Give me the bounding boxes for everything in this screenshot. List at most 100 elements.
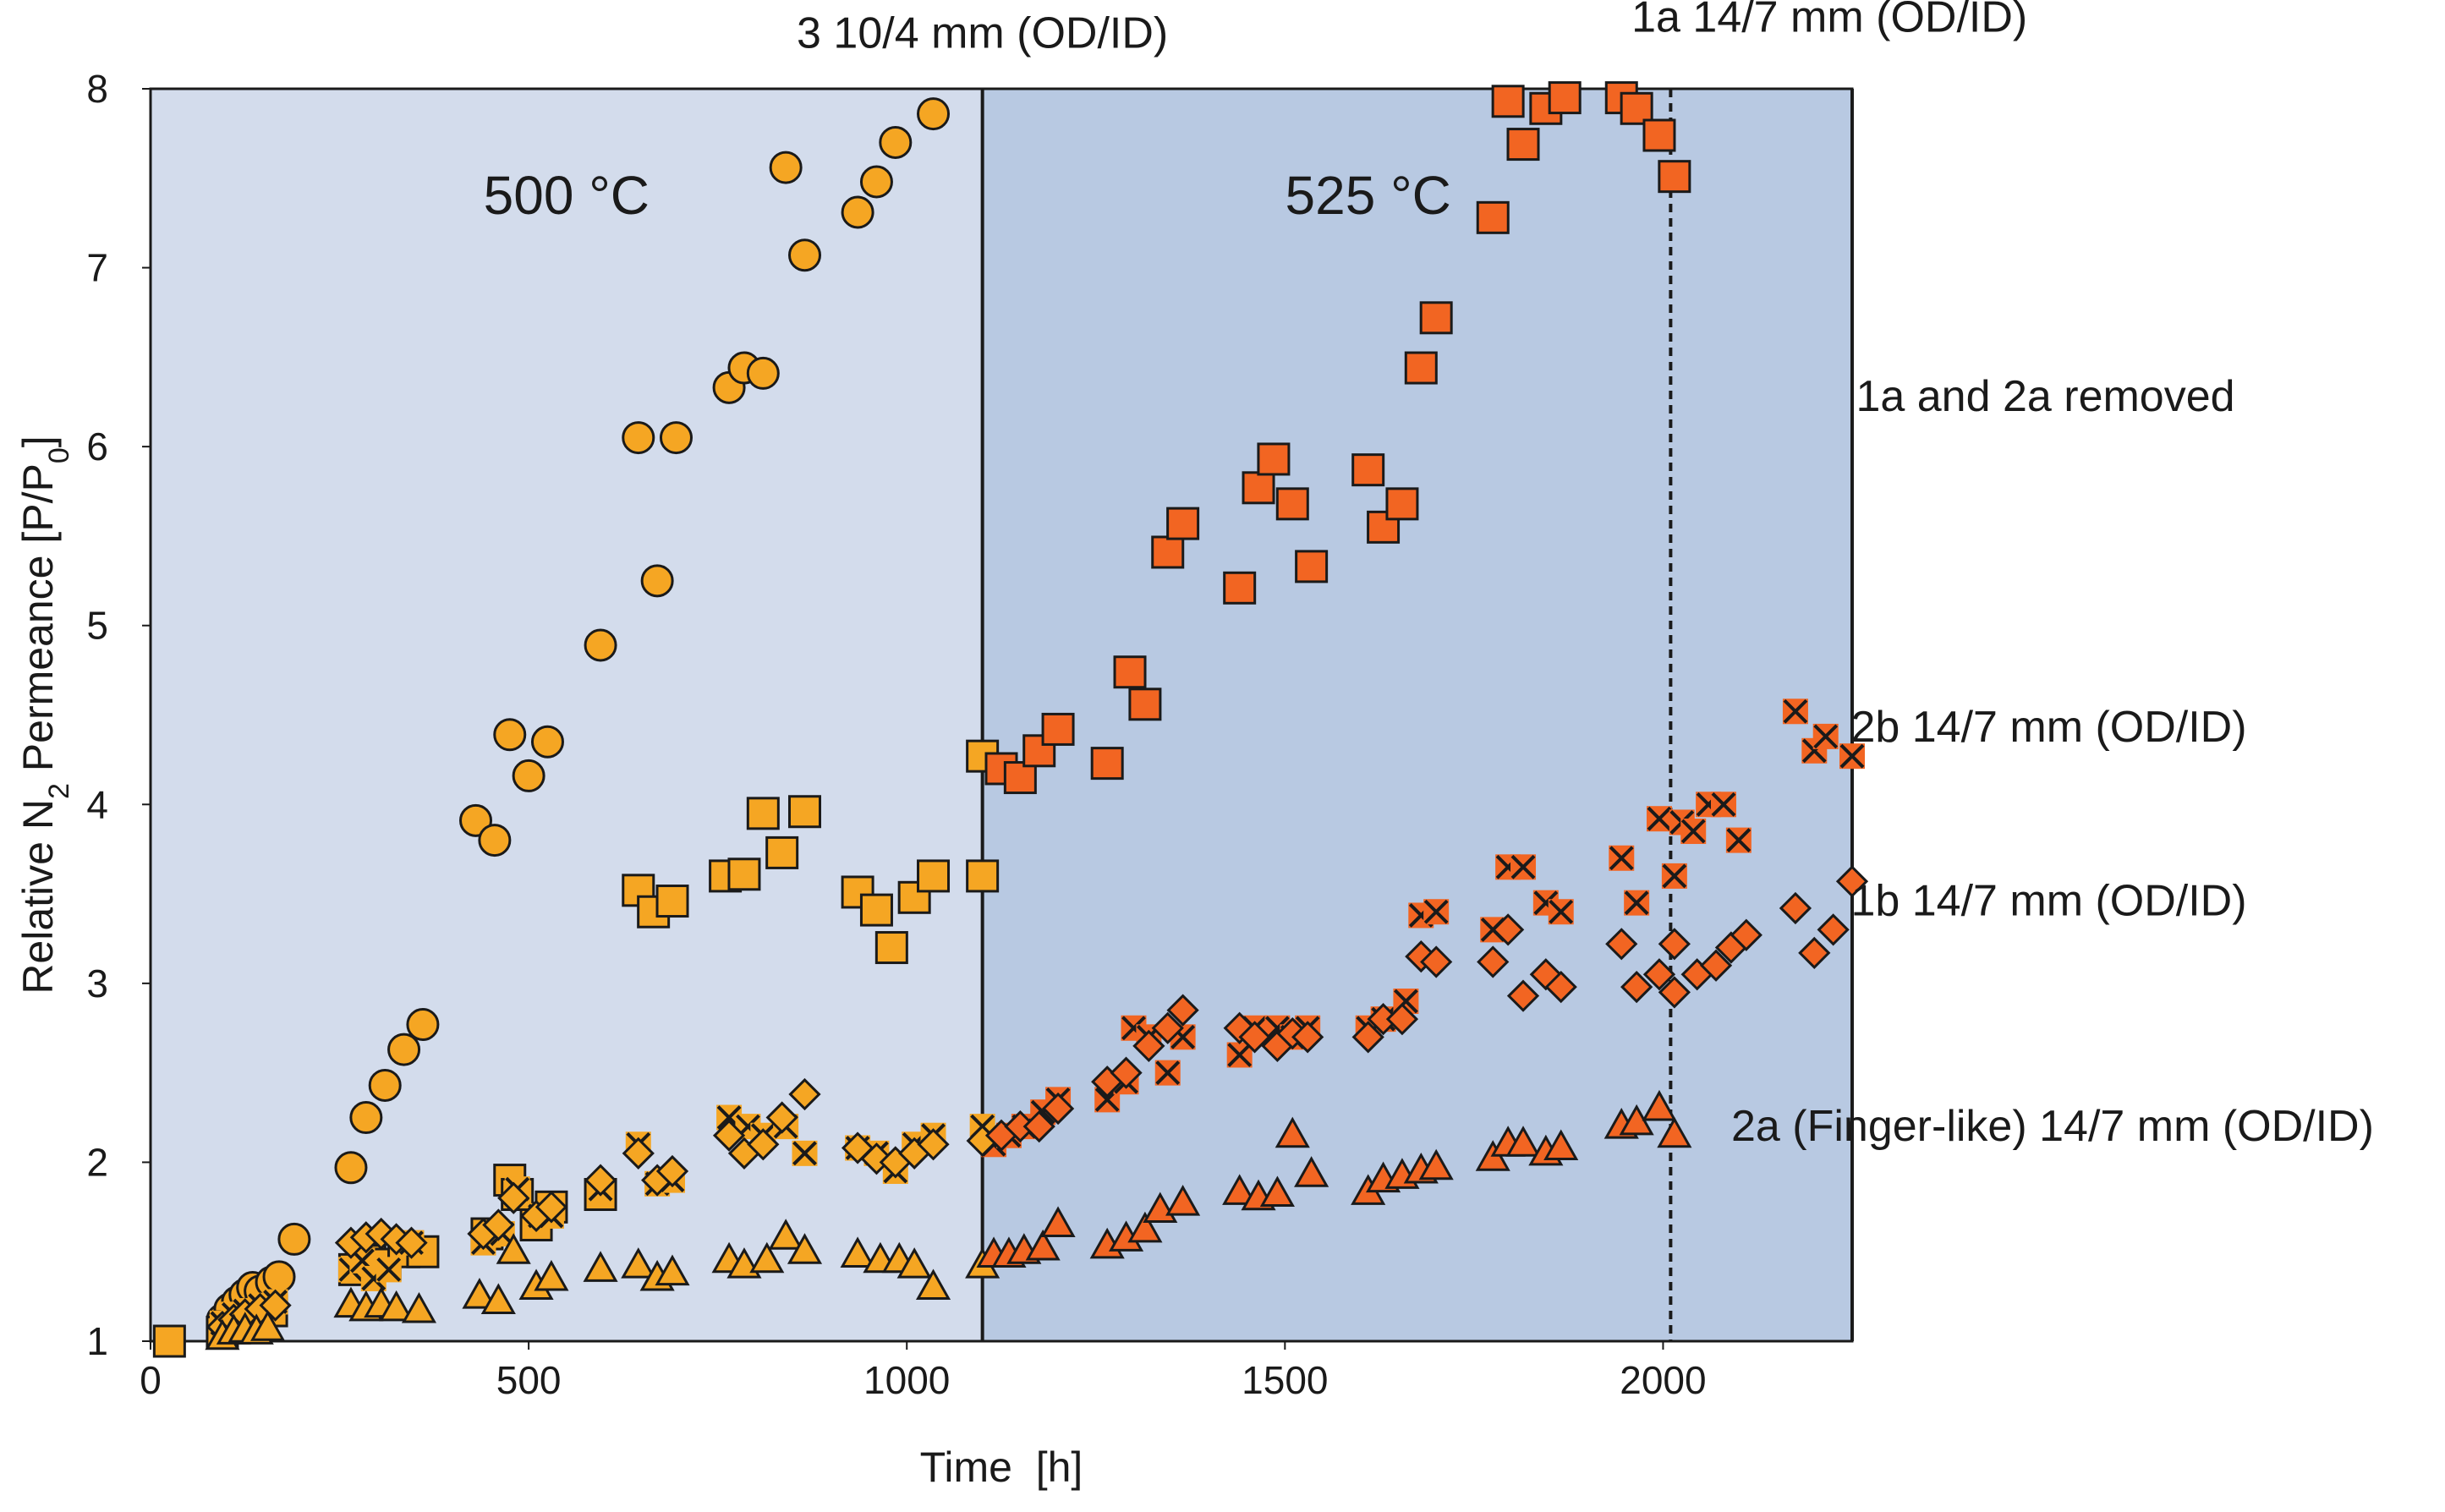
data-point-triangle: [1165, 1185, 1201, 1216]
data-point-diamond: [1798, 936, 1831, 970]
data-point-triangle: [1543, 1129, 1579, 1161]
data-point-square: [1128, 688, 1162, 721]
data-point-diamond: [1110, 1056, 1143, 1089]
data-point-triangle: [534, 1259, 569, 1291]
data-point-diamond: [1620, 970, 1653, 1004]
y-tick-label: 1: [86, 1319, 108, 1363]
data-point-square: [1003, 761, 1037, 795]
data-point-circle: [530, 725, 564, 759]
data-point-square: [984, 752, 1018, 786]
data-point-square: [152, 1324, 186, 1358]
data-point-x-square: [1646, 806, 1672, 832]
data-point-diamond: [1642, 958, 1676, 991]
data-point-circle: [459, 803, 493, 837]
data-point-triangle: [840, 1236, 875, 1268]
x-tick-label: 0: [140, 1358, 162, 1402]
data-point-circle: [262, 1260, 296, 1294]
data-point-square: [874, 931, 908, 965]
data-point-diamond: [482, 1208, 515, 1241]
data-point-triangle: [749, 1241, 785, 1274]
data-point-diamond: [747, 1128, 780, 1161]
data-point-square: [1275, 487, 1309, 521]
data-point-diamond: [622, 1137, 655, 1170]
data-point-triangle: [1418, 1148, 1454, 1181]
data-point-circle: [277, 1222, 311, 1256]
data-point-diamond: [1730, 918, 1762, 951]
data-point-diamond: [1506, 979, 1540, 1012]
data-point-circle: [879, 125, 913, 159]
data-point-diamond: [1779, 891, 1812, 925]
data-point-diamond: [1041, 1092, 1075, 1126]
data-point-square: [1113, 655, 1147, 689]
data-point-square: [1385, 487, 1419, 521]
data-point-diamond: [1658, 976, 1691, 1009]
data-point-triangle: [1275, 1116, 1310, 1148]
data-point-diamond: [1605, 928, 1638, 961]
data-point-diamond: [917, 1128, 950, 1161]
data-point-diamond: [788, 1077, 821, 1111]
data-point-x-square: [1782, 698, 1808, 725]
data-point-triangle: [655, 1254, 690, 1286]
temperature-label: 525 °C: [1286, 165, 1451, 226]
data-point-x-square: [1548, 899, 1574, 925]
x-tick-label: 1500: [1242, 1358, 1328, 1402]
data-point-square: [1404, 351, 1438, 385]
data-point-triangle: [768, 1219, 803, 1250]
data-point-square: [1476, 200, 1510, 234]
data-point-triangle: [1025, 1229, 1061, 1261]
data-point-triangle: [1040, 1206, 1076, 1237]
data-point-square: [1658, 160, 1691, 194]
x-tick-label: 1000: [863, 1358, 950, 1402]
data-point-diamond: [1166, 994, 1199, 1027]
data-point-x-square: [1510, 854, 1537, 880]
plot-frame: [149, 87, 1854, 1343]
y-axis-title-part: Relative N: [14, 799, 62, 994]
data-point-circle: [406, 1008, 440, 1042]
data-point-triangle: [496, 1233, 531, 1264]
data-point-circle: [769, 151, 803, 184]
data-point-square: [655, 885, 689, 918]
data-point-diamond: [1817, 913, 1850, 946]
data-point-square: [1151, 535, 1185, 569]
y-tick-label: 4: [86, 782, 108, 826]
y-tick-label: 5: [86, 604, 108, 648]
data-point-circle: [640, 564, 674, 598]
data-point-square: [1090, 747, 1124, 781]
data-point-square: [1257, 442, 1291, 476]
data-point-circle: [368, 1068, 402, 1102]
data-point-circle: [659, 421, 693, 455]
y-tick-label: 7: [86, 246, 108, 290]
data-point-triangle: [250, 1310, 286, 1341]
y-tick-label: 2: [86, 1140, 108, 1184]
data-point-diamond: [1477, 945, 1510, 978]
data-point-triangle: [379, 1290, 414, 1322]
data-point-circle: [512, 759, 545, 792]
x-axis-ticks: 0 500 1000 1500 2000: [140, 1341, 1707, 1402]
data-point-diamond: [535, 1191, 568, 1224]
data-point-circle: [387, 1033, 421, 1066]
temperature-regions: [151, 89, 1852, 1341]
data-point-square: [1022, 734, 1056, 768]
data-point-square: [765, 835, 799, 869]
data-point-diamond: [1132, 1029, 1165, 1063]
series-annotation: 1a 14/7 mm (OD/ID): [1631, 0, 2027, 41]
data-point-x-square: [376, 1257, 402, 1283]
data-point-square: [917, 859, 951, 893]
data-point-diamond: [1151, 1011, 1184, 1044]
data-point-triangle: [583, 1251, 618, 1282]
data-point-square: [897, 880, 931, 914]
y-axis-title: Relative N2 Permeance [P/P0]: [14, 436, 75, 994]
data-point-square: [1351, 453, 1385, 487]
y-axis-title-subscript: 0: [43, 447, 75, 463]
data-point-x-square: [1680, 819, 1707, 845]
data-point-diamond: [1658, 928, 1691, 961]
data-point-x-square: [1624, 890, 1650, 916]
data-point-triangle: [401, 1291, 437, 1323]
data-point-triangle: [915, 1268, 951, 1301]
data-point-triangle: [1657, 1116, 1692, 1148]
data-point-circle: [493, 718, 527, 752]
data-point-triangle: [1294, 1156, 1329, 1187]
data-point-diamond: [584, 1164, 617, 1197]
data-point-diamond: [1544, 970, 1577, 1004]
